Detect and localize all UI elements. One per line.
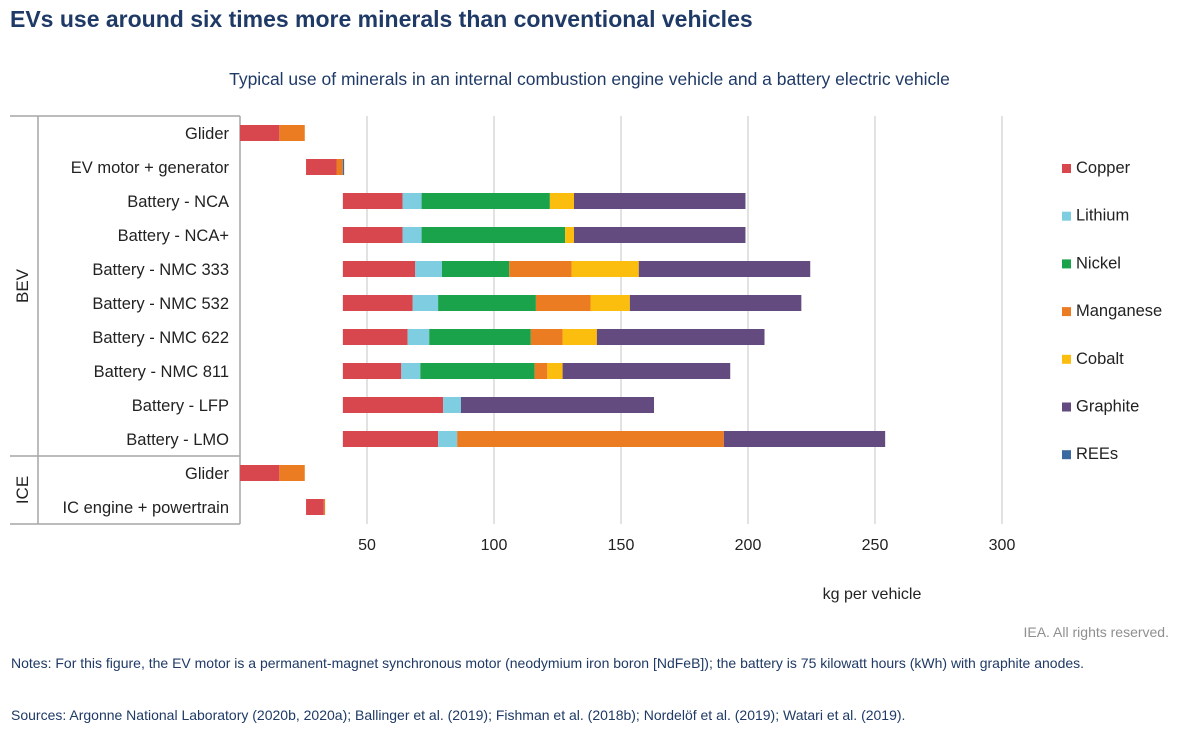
bar-graphite xyxy=(596,329,765,345)
bar-nickel xyxy=(421,193,550,209)
bar-lithium xyxy=(402,227,422,243)
group-labels: BEV ICE xyxy=(13,268,32,504)
legend-label: Copper xyxy=(1076,159,1131,177)
x-tick-label: 300 xyxy=(989,537,1016,554)
legend-label: Lithium xyxy=(1076,207,1129,225)
legend-label: Nickel xyxy=(1076,254,1121,272)
x-tick-label: 150 xyxy=(608,537,635,554)
chart-subtitle: Typical use of minerals in an internal c… xyxy=(229,69,950,89)
bar-manganese xyxy=(323,499,326,515)
bar-copper xyxy=(342,329,408,345)
bar-lithium xyxy=(412,295,439,311)
x-tick-label: 100 xyxy=(481,537,508,554)
bar-lithium xyxy=(443,397,461,413)
bar-lithium xyxy=(407,329,430,345)
bar-manganese xyxy=(279,465,305,481)
category-labels: Glider EV motor + generator Battery - NCA B… xyxy=(63,125,230,517)
legend-swatch xyxy=(1062,164,1071,173)
bar-copper xyxy=(342,193,403,209)
bars xyxy=(240,125,886,515)
category-label: Glider xyxy=(185,125,230,143)
bar-graphite xyxy=(629,295,802,311)
x-tick-label: 250 xyxy=(862,537,889,554)
bar-cobalt xyxy=(565,227,575,243)
bar-cobalt xyxy=(547,363,563,379)
category-frame xyxy=(10,115,241,525)
bar-copper xyxy=(342,431,439,447)
category-label: EV motor + generator xyxy=(71,159,230,177)
bar-copper xyxy=(342,261,416,277)
chart: Glider EV motor + generator Battery - NCA B… xyxy=(10,115,1162,603)
legend-swatch xyxy=(1062,307,1071,317)
bar-copper xyxy=(342,397,444,413)
bar-lithium xyxy=(402,193,422,209)
bar-copper xyxy=(342,295,413,311)
x-tick-labels: 50 100 150 200 250 300 xyxy=(358,537,1015,554)
bar-manganese xyxy=(279,125,305,141)
notes: Notes: For this figure, the EV motor is … xyxy=(11,655,1085,671)
category-label: Battery - NMC 811 xyxy=(94,363,229,381)
bar-nickel xyxy=(420,363,535,379)
bar-manganese xyxy=(336,159,343,175)
bar-copper xyxy=(342,363,402,379)
category-label: Battery - NMC 532 xyxy=(92,295,229,313)
bar-cobalt xyxy=(562,329,597,345)
x-tick-label: 200 xyxy=(735,537,762,554)
bar-lithium xyxy=(401,363,421,379)
legend-label: Manganese xyxy=(1076,302,1162,320)
bar-manganese xyxy=(509,261,572,277)
bar-copper xyxy=(342,227,403,243)
gridlines xyxy=(366,116,1003,524)
group-label: BEV xyxy=(13,268,32,303)
bar-manganese xyxy=(457,431,724,447)
category-label: Battery - NMC 622 xyxy=(92,329,229,347)
bar-cobalt xyxy=(571,261,639,277)
bar-lithium xyxy=(438,431,458,447)
bar-manganese xyxy=(534,363,548,379)
legend-swatch xyxy=(1062,259,1071,269)
category-label: Battery - NMC 333 xyxy=(92,261,229,279)
bar-copper xyxy=(306,159,337,175)
bar-nickel xyxy=(441,261,510,277)
legend: Copper Lithium Nickel Manganese Cobalt Graphi… xyxy=(1062,159,1162,463)
legend-swatch xyxy=(1062,354,1071,364)
legend-label: Cobalt xyxy=(1076,350,1124,368)
group-label: ICE xyxy=(13,476,32,504)
bar-graphite xyxy=(460,397,655,413)
bar-graphite xyxy=(723,431,886,447)
category-label: Battery - LFP xyxy=(132,397,229,415)
bar-lithium xyxy=(415,261,442,277)
bar-graphite xyxy=(574,193,746,209)
bar-cobalt xyxy=(549,193,575,209)
bar-nickel xyxy=(438,295,536,311)
x-tick-label: 50 xyxy=(358,537,376,554)
bar-graphite xyxy=(574,227,746,243)
category-label: Glider xyxy=(185,465,230,483)
bar-copper xyxy=(306,499,324,515)
legend-swatch xyxy=(1062,402,1071,412)
x-axis-label: kg per vehicle xyxy=(823,586,922,603)
bar-graphite xyxy=(638,261,811,277)
bar-graphite xyxy=(562,363,731,379)
legend-swatch xyxy=(1062,211,1071,221)
legend-label: Graphite xyxy=(1076,398,1139,416)
legend-swatch xyxy=(1062,450,1071,460)
bar-copper xyxy=(240,125,280,141)
page-title: EVs use around six times more minerals t… xyxy=(10,6,753,32)
bar-rees xyxy=(342,159,345,175)
bar-manganese xyxy=(530,329,563,345)
category-label: IC engine + powertrain xyxy=(63,499,229,517)
bar-nickel xyxy=(421,227,566,243)
attribution: IEA. All rights reserved. xyxy=(1023,624,1169,640)
category-label: Battery - LMO xyxy=(126,431,229,449)
bar-manganese xyxy=(535,295,591,311)
bar-cobalt xyxy=(590,295,630,311)
bar-copper xyxy=(240,465,280,481)
category-label: Battery - NCA xyxy=(127,193,229,211)
bar-nickel xyxy=(429,329,531,345)
sources: Sources: Argonne National Laboratory (20… xyxy=(11,707,906,723)
legend-label: REEs xyxy=(1076,445,1118,463)
category-label: Battery - NCA+ xyxy=(118,227,229,245)
